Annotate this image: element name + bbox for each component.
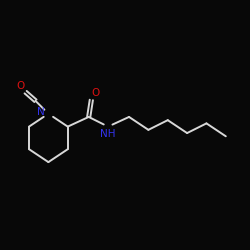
Text: N: N	[37, 107, 45, 117]
Text: O: O	[91, 88, 99, 98]
Text: NH: NH	[100, 129, 116, 139]
Text: O: O	[17, 81, 25, 91]
